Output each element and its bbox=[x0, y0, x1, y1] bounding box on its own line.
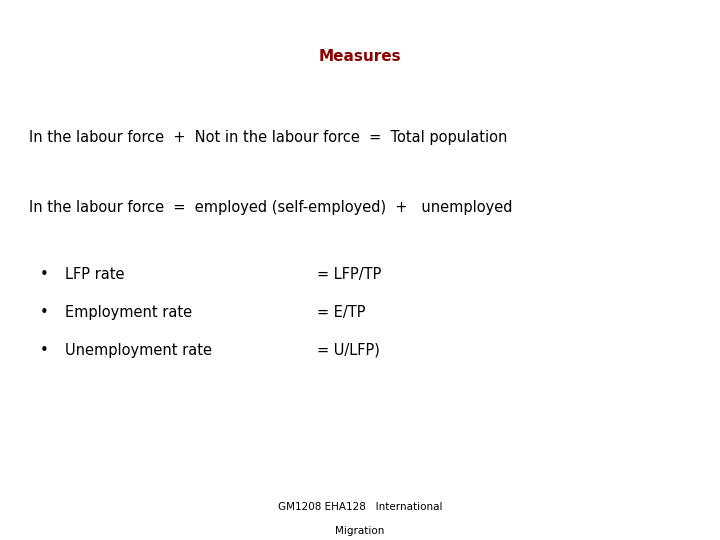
Text: Employment rate: Employment rate bbox=[65, 305, 192, 320]
Text: •: • bbox=[40, 305, 48, 320]
Text: = E/TP: = E/TP bbox=[317, 305, 365, 320]
Text: Measures: Measures bbox=[319, 49, 401, 64]
Text: GM1208 EHA128   International: GM1208 EHA128 International bbox=[278, 502, 442, 512]
Text: = U/LFP): = U/LFP) bbox=[317, 343, 379, 358]
Text: In the labour force  +  Not in the labour force  =  Total population: In the labour force + Not in the labour … bbox=[29, 130, 507, 145]
Text: = LFP/TP: = LFP/TP bbox=[317, 267, 381, 282]
Text: LFP rate: LFP rate bbox=[65, 267, 125, 282]
Text: •: • bbox=[40, 267, 48, 282]
Text: Migration: Migration bbox=[336, 526, 384, 537]
Text: Unemployment rate: Unemployment rate bbox=[65, 343, 212, 358]
Text: In the labour force  =  employed (self-employed)  +   unemployed: In the labour force = employed (self-emp… bbox=[29, 200, 513, 215]
Text: •: • bbox=[40, 343, 48, 358]
